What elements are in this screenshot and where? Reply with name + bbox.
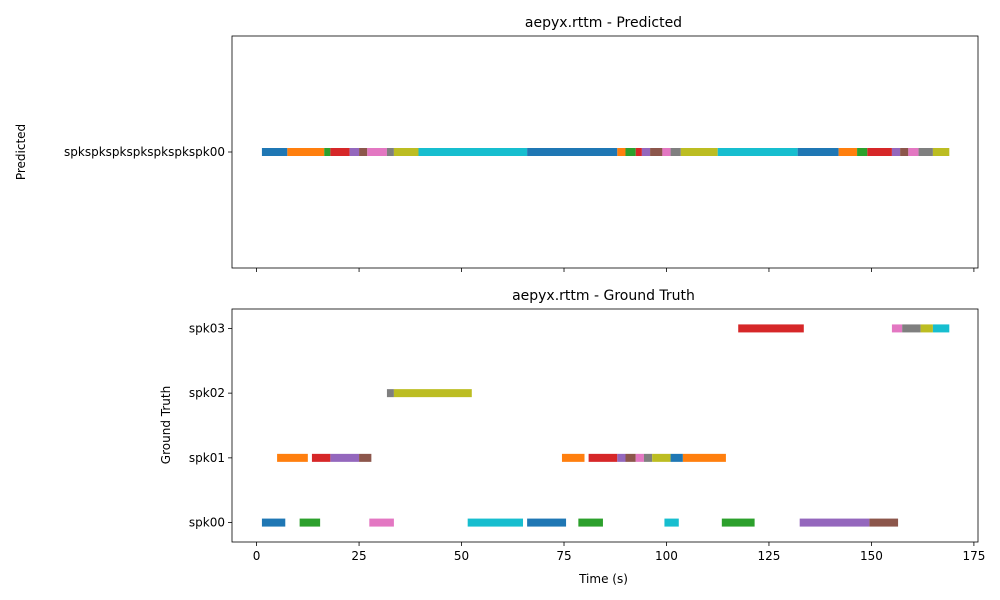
predicted-ylabel: Predicted	[14, 124, 28, 180]
segment-bar	[299, 518, 321, 527]
x-tick-label: 150	[860, 549, 883, 563]
x-tick-label: 0	[253, 549, 261, 563]
segment-bar	[467, 518, 524, 527]
y-tick-label: spkspkspkspkspkspkspk00	[64, 145, 225, 159]
y-tick-label: spk03	[189, 321, 225, 335]
segment-bar	[652, 453, 671, 462]
segment-bar	[261, 518, 286, 527]
segment-bar	[617, 148, 626, 156]
segment-bar	[393, 389, 472, 398]
segment-bar	[369, 518, 394, 527]
y-tick-label: spk01	[189, 451, 225, 465]
segment-bar	[311, 453, 331, 462]
segment-bar	[625, 453, 636, 462]
segment-bar	[891, 324, 903, 333]
segment-bar	[643, 453, 653, 462]
segment-bar	[349, 148, 360, 156]
x-tick-label: 75	[556, 549, 571, 563]
x-tick-label: 25	[351, 549, 366, 563]
segment-bar	[641, 148, 651, 156]
segment-bar	[838, 148, 858, 156]
segment-bar	[662, 148, 671, 156]
segment-bar	[717, 148, 798, 156]
segment-bar	[330, 453, 360, 462]
x-tick-label: 125	[758, 549, 781, 563]
segment-bar	[359, 453, 372, 462]
segment-bar	[386, 389, 394, 398]
segments	[261, 324, 950, 527]
segment-bar	[359, 148, 368, 156]
segment-bar	[635, 453, 644, 462]
segment-bar	[799, 518, 870, 527]
segment-bar	[588, 453, 618, 462]
x-axis-label: Time (s)	[578, 572, 628, 586]
segment-bar	[578, 518, 603, 527]
segment-bar	[261, 148, 288, 156]
segment-bar	[650, 148, 663, 156]
segment-bar	[418, 148, 528, 156]
segment-bar	[918, 148, 933, 156]
segment-bar	[869, 518, 899, 527]
segment-bar	[664, 518, 679, 527]
segment-bar	[386, 148, 394, 156]
y-tick-label: spk00	[189, 516, 225, 530]
segment-bar	[527, 148, 618, 156]
segment-bar	[920, 324, 933, 333]
segment-bar	[330, 148, 350, 156]
segment-bar	[857, 148, 868, 156]
segment-bar	[738, 324, 804, 333]
ground-truth-panel: aepyx.rttm - Ground Truth Ground Truth T…	[159, 288, 985, 586]
segment-bar	[635, 148, 642, 156]
segment-bar	[908, 148, 919, 156]
segment-bar	[561, 453, 585, 462]
segment-bar	[932, 324, 950, 333]
segment-bar	[721, 518, 755, 527]
x-tick-label: 100	[655, 549, 678, 563]
segment-bar	[797, 148, 839, 156]
segment-bar	[393, 148, 419, 156]
segment-bar	[902, 324, 921, 333]
segment-bar	[287, 148, 325, 156]
segment-bar	[670, 148, 681, 156]
segment-bar	[682, 453, 726, 462]
axes-frame	[231, 308, 979, 543]
segment-bar	[670, 453, 683, 462]
segment-bar	[680, 148, 718, 156]
segment-bar	[867, 148, 892, 156]
segment-bar	[277, 453, 308, 462]
x-tick-label: 175	[962, 549, 985, 563]
segment-bar	[891, 148, 901, 156]
predicted-title: aepyx.rttm - Predicted	[525, 15, 682, 31]
y-tick-label: spk02	[189, 386, 225, 400]
ground-truth-title: aepyx.rttm - Ground Truth	[512, 288, 695, 304]
x-tick-label: 50	[454, 549, 469, 563]
segment-bar	[900, 148, 909, 156]
segment-bar	[324, 148, 331, 156]
predicted-panel: aepyx.rttm - Predicted Predicted spkspks…	[14, 15, 979, 272]
segments	[261, 148, 950, 156]
segment-bar	[617, 453, 626, 462]
segment-bar	[527, 518, 567, 527]
segment-bar	[932, 148, 950, 156]
segment-bar	[367, 148, 387, 156]
segment-bar	[625, 148, 636, 156]
ground-truth-ylabel: Ground Truth	[159, 386, 173, 464]
